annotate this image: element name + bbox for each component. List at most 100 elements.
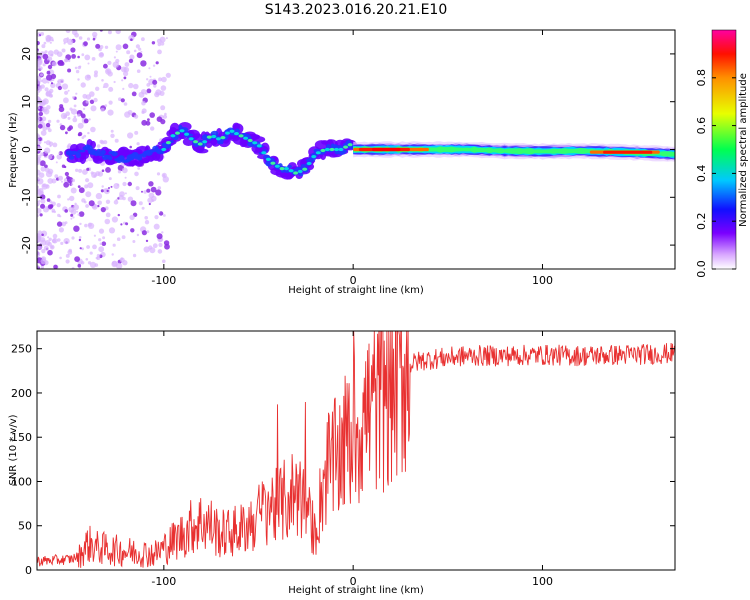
ridge-core [179,129,185,133]
noise-blob [110,129,114,133]
ridge-core [315,151,321,155]
noise-blob [81,53,85,57]
noise-blob [37,189,42,196]
noise-blob [147,118,150,121]
noise-blob [120,98,125,103]
noise-blob [144,216,148,220]
noise-blob [94,70,98,75]
noise-blob [152,79,158,85]
ridge-core [265,157,271,161]
y-tick-label: 200 [11,387,32,400]
noise-blob [93,174,97,178]
noise-blob [83,41,88,47]
noise-blob [132,240,136,243]
hot-segment [372,147,401,152]
noise-blob [85,258,89,261]
noise-blob [77,55,80,59]
noise-blob [134,171,139,177]
noise-blob [61,180,63,183]
noise-blob [162,174,166,177]
noise-blob [90,126,96,133]
noise-blob [161,231,164,234]
noise-blob [141,37,145,42]
noise-blob [40,198,46,204]
x-tick-label: -100 [151,575,176,588]
noise-blob [61,48,66,53]
noise-blob [67,68,72,73]
noise-blob [71,178,75,183]
x-tick-label: 100 [532,274,553,287]
noise-blob [78,211,85,217]
noise-blob [143,246,150,253]
noise-blob [152,243,158,249]
noise-blob [158,242,163,248]
noise-blob [37,116,40,122]
spectrogram-y-axis-label: Frequency (Hz) [8,112,19,188]
noise-blob [149,112,155,118]
noise-blob [110,185,113,188]
noise-blob [78,187,85,194]
noise-blob [129,145,132,149]
noise-blob [124,111,131,118]
noise-blob [112,243,116,247]
noise-blob [90,105,97,112]
noise-blob [98,246,105,253]
noise-blob [107,60,112,65]
noise-blob [107,109,114,116]
noise-blob [84,184,89,189]
noise-blob [40,239,47,246]
noise-blob [80,82,86,88]
ridge-mid [298,172,304,177]
noise-blob [46,207,49,211]
ridge-core [284,167,289,171]
noise-blob [37,251,41,258]
noise-blob [38,230,42,235]
noise-blob [162,176,169,183]
noise-blob [37,95,40,101]
y-tick-label: 100 [11,475,32,488]
noise-blob [157,186,162,190]
noise-blob [135,44,140,49]
noise-blob [121,167,128,174]
noise-blob [68,59,71,63]
noise-blob [38,140,42,144]
ridge-core [320,148,326,153]
noise-blob [45,34,52,42]
noise-blob [125,222,129,226]
ridge-core [252,141,258,145]
noise-blob [154,215,159,220]
noise-blob [124,62,130,67]
noise-blob [150,186,157,193]
noise-blob [38,85,43,90]
noise-blob [63,97,69,104]
noise-blob [141,230,147,236]
noise-blob [84,74,91,81]
noise-blob [40,152,44,157]
noise-blob [140,60,147,67]
colorbar-label: Normalized spectral amplitude [738,73,749,227]
noise-blob [46,184,49,187]
ridge-core [324,147,330,152]
noise-blob [97,171,104,177]
noise-blob [113,56,116,59]
noise-blob [140,50,143,53]
ridge-core [343,145,349,149]
ridge-core [206,135,212,139]
noise-blob [127,181,132,187]
noise-blob [47,81,50,84]
noise-blob [146,78,149,81]
noise-blob [58,151,63,156]
y-tick-label: 50 [18,520,32,533]
noise-blob [37,106,41,110]
ridge-core [170,134,176,138]
noise-blob [67,198,70,201]
colorbar-tick-label: 0.0 [695,260,708,278]
noise-blob [122,43,129,50]
y-tick-label: 250 [11,343,32,356]
y-tick-label: -10 [20,188,33,206]
noise-blob [41,233,44,237]
noise-blob [122,87,125,90]
noise-blob [51,210,54,213]
noise-blob [51,178,57,184]
noise-blob [79,222,82,226]
